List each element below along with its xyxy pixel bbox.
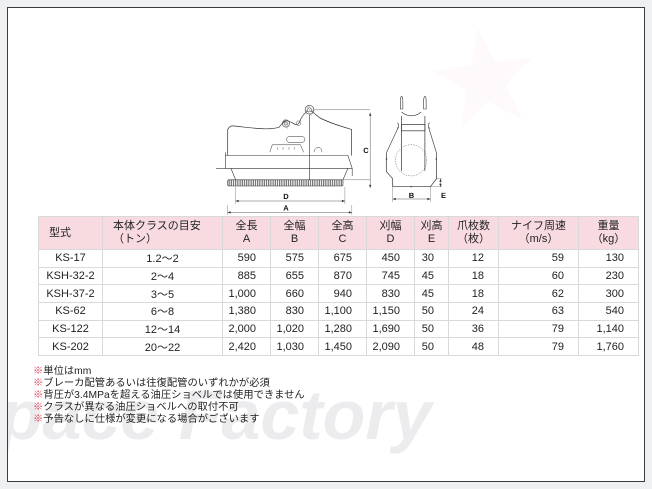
svg-text:C: C (363, 146, 369, 155)
svg-text:B: B (409, 191, 415, 200)
svg-text:A: A (283, 204, 289, 213)
svg-text:D: D (283, 192, 289, 201)
svg-text:E: E (441, 191, 446, 200)
